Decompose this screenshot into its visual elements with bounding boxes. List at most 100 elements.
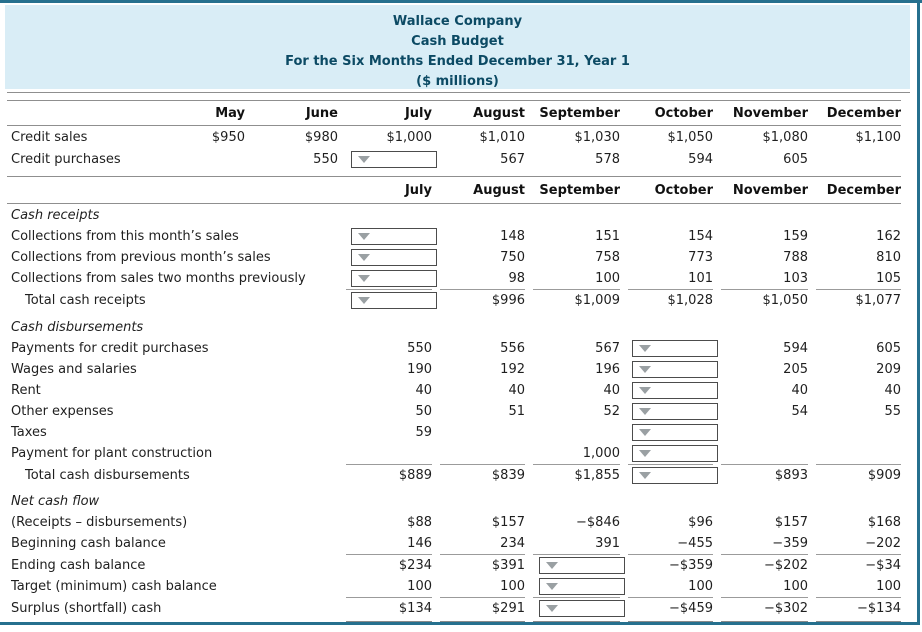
dropdown-cell (620, 359, 718, 380)
value-cell: 101 (688, 271, 713, 286)
value-cell: 100 (500, 579, 525, 594)
dropdown-total-receipts-july[interactable] (351, 292, 437, 309)
dropdown-cell (338, 247, 437, 268)
dropdown-taxes-october[interactable] (632, 424, 718, 441)
dropdown-surplus-september[interactable] (539, 600, 625, 617)
dropdown-rent-october[interactable] (632, 382, 718, 399)
value-cell: $1,100 (855, 129, 902, 145)
value-cell: 59 (415, 425, 432, 440)
row-label: Target (minimum) cash balance (11, 579, 217, 594)
value-cell: $157 (774, 515, 808, 530)
value-cell: 567 (500, 151, 525, 167)
value-cell: −$34 (816, 554, 901, 576)
row-surplus-shortfall-cash: Surplus (shortfall) cash $134 $291 −$459… (7, 597, 901, 619)
row-credit-purchases: Credit purchases 550 567 578 594 605 (7, 148, 901, 170)
bottom-border (0, 622, 918, 625)
row-label: Payments for credit purchases (11, 341, 209, 356)
value-cell: 40 (508, 383, 525, 398)
dropdown-cell (338, 226, 437, 247)
value-cell: −$302 (721, 597, 808, 619)
dropdown-cell (628, 464, 718, 486)
row-beginning-cash-balance: Beginning cash balance 146 234 391 −455 … (7, 533, 901, 554)
header-november: November (732, 182, 808, 198)
row-label: Credit purchases (11, 151, 121, 167)
dropdown-cell (525, 576, 625, 597)
value-cell: 162 (876, 229, 901, 244)
row-payments-credit-purchases: Payments for credit purchases 550 556 56… (7, 338, 901, 359)
dropdown-payments-credit-purchases-october[interactable] (632, 340, 718, 357)
dropdown-ending-balance-september[interactable] (539, 557, 625, 574)
report-period: For the Six Months Ended December 31, Ye… (285, 54, 630, 69)
dropdown-collections-this-month-july[interactable] (351, 228, 437, 245)
value-cell: 105 (876, 271, 901, 286)
value-cell (713, 443, 808, 464)
value-cell (808, 422, 901, 443)
dropdown-cell (338, 268, 437, 289)
dropdown-cell (533, 597, 625, 619)
dropdown-collections-two-months-july[interactable] (351, 270, 437, 287)
dropdown-plant-construction-october[interactable] (632, 445, 718, 462)
row-label: (Receipts – disbursements) (11, 515, 188, 530)
value-cell: 750 (500, 250, 525, 265)
row-collections-this-month: Collections from this month’s sales 148 … (7, 226, 901, 247)
row-collections-previous-month: Collections from previous month’s sales … (7, 247, 901, 268)
dropdown-other-expenses-october[interactable] (632, 403, 718, 420)
value-cell: $996 (440, 289, 525, 311)
value-cell: 98 (508, 271, 525, 286)
value-cell (525, 422, 620, 443)
dropdown-total-disbursements-october[interactable] (632, 467, 718, 484)
value-cell: 556 (500, 341, 525, 356)
value-cell: 550 (407, 341, 432, 356)
dropdown-collections-previous-month-july[interactable] (351, 249, 437, 266)
chevron-down-icon (639, 472, 651, 479)
value-cell: 196 (595, 362, 620, 377)
row-label: Surplus (shortfall) cash (11, 600, 162, 616)
dropdown-credit-purchases-july[interactable] (351, 150, 437, 168)
value-cell (432, 443, 525, 464)
value-cell: 788 (783, 250, 808, 265)
dropdown-cell (620, 443, 718, 464)
header-september: September (539, 182, 620, 198)
dropdown-wages-salaries-october[interactable] (632, 361, 718, 378)
value-cell: $950 (211, 129, 245, 145)
value-cell: $839 (440, 464, 525, 486)
value-cell: 567 (595, 341, 620, 356)
dropdown-cell (620, 422, 718, 443)
chevron-down-icon (358, 297, 370, 304)
value-cell: 159 (783, 229, 808, 244)
value-cell: $1,080 (762, 129, 809, 145)
row-collections-two-months: Collections from sales two months previo… (7, 268, 901, 289)
value-cell: 773 (688, 250, 713, 265)
value-cell: $291 (440, 597, 525, 619)
value-cell: 100 (876, 579, 901, 594)
chevron-down-icon (639, 429, 651, 436)
value-cell: $1,050 (667, 129, 714, 145)
report-title: Cash Budget (411, 34, 504, 49)
value-cell: $893 (721, 464, 808, 486)
chevron-down-icon (639, 387, 651, 394)
row-total-cash-receipts: Total cash receipts $996 $1,009 $1,028 $… (7, 289, 901, 311)
value-cell: $157 (491, 515, 525, 530)
section-net-cash-flow: Net cash flow (7, 491, 901, 512)
value-cell: 100 (407, 579, 432, 594)
value-cell: $391 (440, 554, 525, 576)
header-december: December (826, 105, 901, 121)
row-label: Total cash receipts (25, 292, 146, 308)
chevron-down-icon (639, 408, 651, 415)
row-label: Collections from previous month’s sales (11, 250, 271, 265)
header-july: July (404, 105, 432, 121)
value-cell: 594 (688, 151, 713, 167)
dropdown-cell (620, 338, 718, 359)
value-cell: $1,855 (533, 464, 620, 486)
header-october: October (654, 105, 713, 121)
value-cell: 54 (791, 404, 808, 419)
value-cell: 234 (500, 536, 525, 551)
row-label: Credit sales (11, 129, 88, 145)
divider-line (7, 92, 910, 93)
row-label: Total cash disbursements (25, 467, 190, 483)
dropdown-target-balance-september[interactable] (539, 578, 625, 595)
value-cell: 40 (791, 383, 808, 398)
value-cell (808, 443, 901, 464)
dropdown-cell (620, 401, 718, 422)
row-ending-cash-balance: Ending cash balance $234 $391 −$359 −$20… (7, 554, 901, 576)
